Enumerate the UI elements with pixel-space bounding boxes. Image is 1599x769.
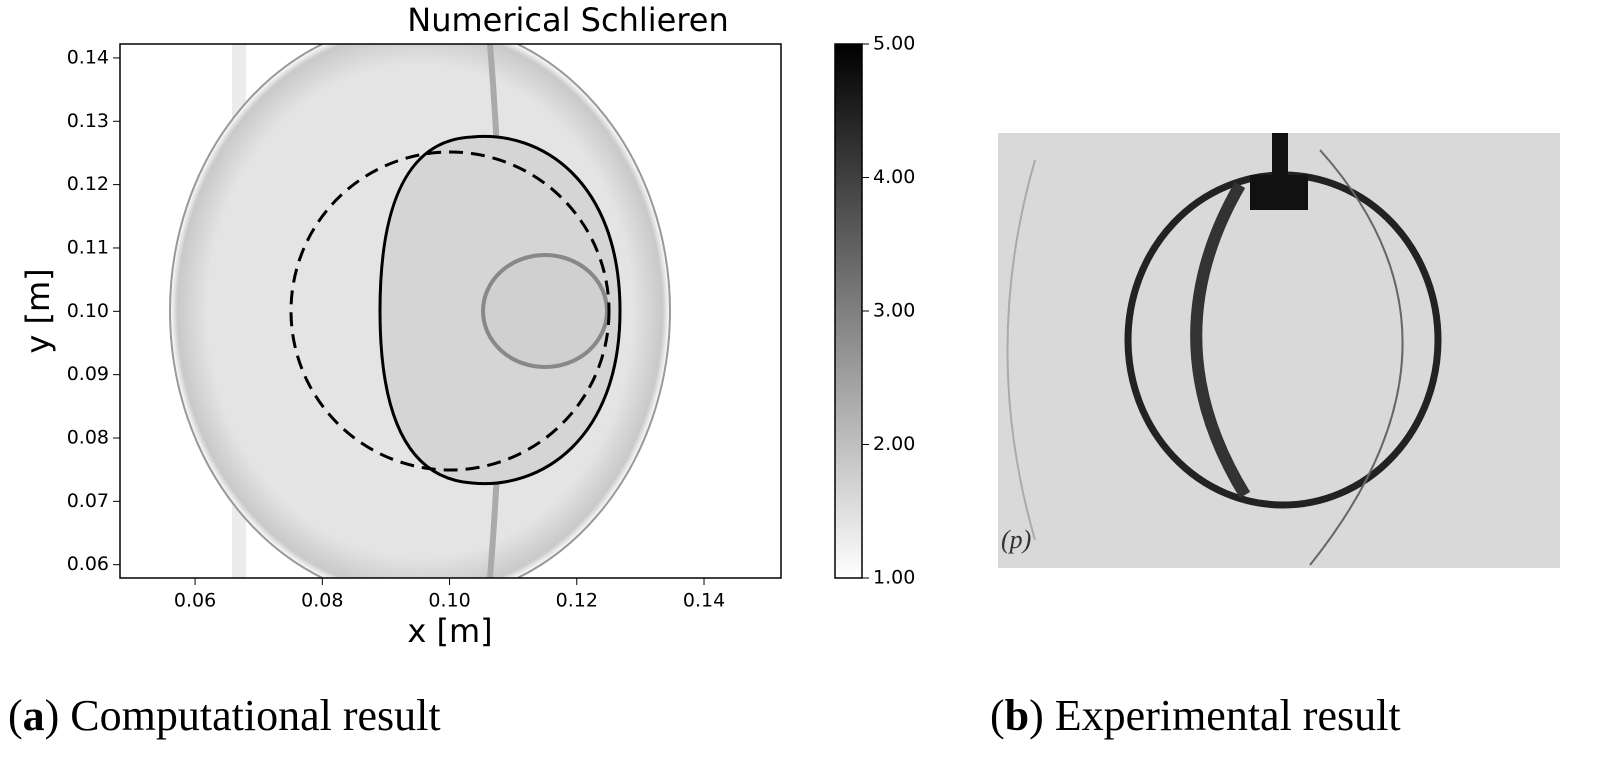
caption-letter: b	[1005, 691, 1029, 740]
x-tick-label: 0.10	[428, 590, 470, 612]
colorbar-tick-label: 4.00	[873, 166, 915, 188]
colorbar-tick-label: 2.00	[873, 433, 915, 455]
caption-a: (a) Computational result	[8, 691, 441, 740]
caption-part: (	[8, 691, 23, 740]
x-tick-label: 0.14	[683, 590, 725, 612]
caption-text: ) Experimental result	[1029, 691, 1400, 740]
photo: (p)	[998, 133, 1560, 568]
colorbar-tick-label: 5.00	[873, 33, 915, 55]
y-tick-label: 0.07	[67, 490, 109, 512]
y-tick-label: 0.14	[67, 46, 109, 68]
y-tick-label: 0.13	[67, 110, 109, 132]
photo-label: (p)	[1001, 525, 1031, 554]
caption-letter: a	[23, 691, 45, 740]
colorbar-tick-label: 3.00	[873, 300, 915, 322]
x-tick-label: 0.08	[301, 590, 343, 612]
colorbar	[834, 43, 863, 579]
y-tick-label: 0.11	[67, 236, 109, 258]
y-tick-label: 0.09	[67, 363, 109, 385]
y-tick-label: 0.10	[67, 300, 109, 322]
caption-part: (	[990, 691, 1005, 740]
schlieren-image	[169, 44, 671, 578]
x-tick-label: 0.06	[174, 590, 216, 612]
chart-title: Numerical Schlieren	[407, 1, 728, 39]
colorbar-tick-label: 1.00	[873, 567, 915, 589]
y-tick-label: 0.06	[67, 553, 109, 575]
caption-text: ) Computational result	[45, 691, 441, 740]
y-tick-label: 0.12	[67, 173, 109, 195]
y-tick-label: 0.08	[67, 427, 109, 449]
x-tick-label: 0.12	[556, 590, 598, 612]
x-axis-label: x [m]	[407, 612, 492, 650]
caption-b: (b) Experimental result	[990, 691, 1401, 740]
y-axis-label: y [m]	[19, 268, 57, 353]
